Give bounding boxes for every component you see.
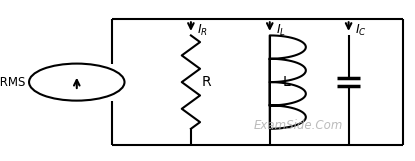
Text: $I_R$: $I_R$ xyxy=(197,23,208,38)
Text: L: L xyxy=(282,75,290,89)
Text: 1mA RMS: 1mA RMS xyxy=(0,76,25,89)
Text: R: R xyxy=(201,75,211,89)
Text: $I_C$: $I_C$ xyxy=(355,23,366,38)
Text: ExamSide.Com: ExamSide.Com xyxy=(254,119,344,132)
Text: $I_L$: $I_L$ xyxy=(276,23,286,38)
